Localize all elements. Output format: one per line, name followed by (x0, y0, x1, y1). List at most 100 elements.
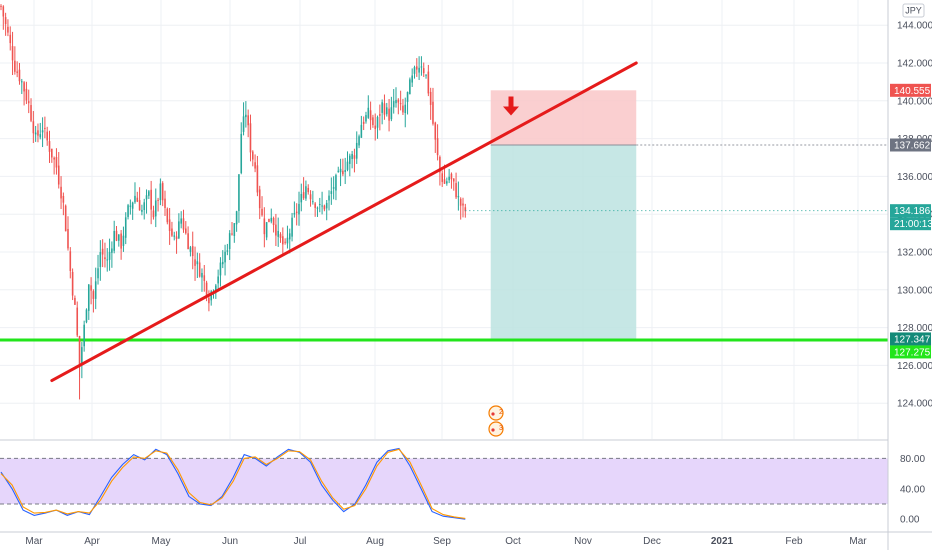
candle-body (136, 197, 139, 202)
price-candles (0, 4, 888, 400)
candle-body (328, 195, 330, 201)
candle-body (254, 162, 256, 169)
candle-body (242, 116, 245, 132)
support2-price-badge-bg (890, 345, 931, 359)
candle-body (74, 297, 76, 305)
candle-body (321, 205, 323, 207)
support-price-badge-bg (890, 332, 931, 346)
candle-body (263, 218, 266, 235)
candle-body (409, 79, 411, 95)
candle-body (11, 46, 14, 61)
candle-body (275, 224, 277, 236)
candle-body (39, 134, 42, 138)
countdown-badge: 21:00:13 (894, 219, 932, 230)
candle-body (201, 272, 203, 278)
candle-body (60, 186, 62, 199)
candle-body (462, 203, 464, 206)
candle-body (7, 26, 9, 33)
candle-body (300, 194, 303, 203)
candle-body (251, 151, 254, 160)
candle-body (191, 246, 194, 257)
candle-body (111, 248, 113, 253)
profit-target-zone[interactable] (490, 144, 637, 340)
candle-body (390, 107, 393, 120)
last-price-badge-bg (890, 204, 931, 218)
candle-body (312, 201, 314, 203)
position-zones[interactable] (490, 90, 888, 340)
candle-body (402, 105, 404, 113)
stoch-band (0, 458, 888, 504)
candle-body (233, 223, 236, 236)
candle-body (397, 99, 400, 103)
stoch-d-line (0, 448, 466, 519)
candle-body (99, 252, 102, 267)
candle-body (316, 207, 319, 209)
candle-body (277, 230, 279, 237)
candle-body (429, 91, 432, 105)
candle-body (85, 309, 88, 323)
time-tick-label: Jun (222, 536, 238, 547)
candle-body (53, 157, 55, 160)
countdown-badge-bg (890, 217, 931, 231)
candle-body (404, 104, 407, 114)
candle-body (34, 132, 37, 135)
candle-body (339, 168, 342, 173)
candle-body (231, 233, 233, 235)
candle-body (76, 307, 79, 336)
candle-body (221, 261, 224, 265)
trendline-group[interactable] (50, 61, 638, 383)
candle-body (166, 208, 169, 223)
candle-body (362, 121, 365, 124)
candle-body (124, 217, 127, 238)
candle-body (455, 183, 457, 198)
candle-body (44, 127, 46, 129)
candle-body (374, 125, 377, 130)
candle-body (342, 170, 344, 175)
candle-body (226, 250, 229, 252)
candle-body (427, 71, 430, 94)
candle-body (434, 122, 437, 140)
candle-body (325, 202, 328, 209)
candle-body (134, 195, 136, 203)
candle-body (302, 192, 305, 199)
candle-body (69, 251, 72, 271)
time-tick-label: Jul (294, 536, 307, 547)
stop-loss-zone[interactable] (490, 90, 637, 145)
price-tick-label: 126.000 (897, 361, 932, 372)
candle-body (249, 123, 252, 153)
candle-body (210, 291, 213, 301)
candle-body (318, 204, 321, 206)
time-tick-label: Dec (643, 536, 661, 547)
candle-body (67, 228, 69, 249)
time-tick-label: Aug (366, 536, 384, 547)
candle-body (388, 108, 390, 121)
candle-body (108, 251, 111, 260)
price-axis-labels: 140.555 137.662 134.186 21:00:13 127.347 127.… (890, 83, 932, 359)
event-marker-dot (491, 412, 495, 416)
event-marker-icon[interactable] (488, 405, 504, 421)
trendline[interactable] (50, 61, 638, 383)
time-tick-label: Sep (433, 536, 451, 547)
candle-body (41, 130, 44, 133)
candle-body (159, 183, 162, 201)
down-arrow-marker-group (503, 96, 519, 116)
candle-body (349, 155, 351, 164)
candle-body (286, 237, 289, 244)
candle-body (305, 186, 307, 199)
candle-body (48, 141, 51, 152)
candle-body (57, 165, 60, 185)
candle-body (141, 209, 143, 212)
candle-body (432, 101, 434, 124)
event-marker-icon[interactable] (488, 421, 504, 437)
candle-body (152, 210, 155, 218)
candle-body (307, 187, 310, 193)
candle-body (94, 281, 97, 299)
candle-body (332, 187, 335, 189)
candle-body (256, 165, 259, 193)
candle-body (150, 189, 152, 210)
candle-body (295, 211, 298, 214)
candle-body (118, 234, 120, 241)
event-marker-dot (491, 428, 495, 432)
event-markers[interactable]: 23 (488, 405, 504, 437)
